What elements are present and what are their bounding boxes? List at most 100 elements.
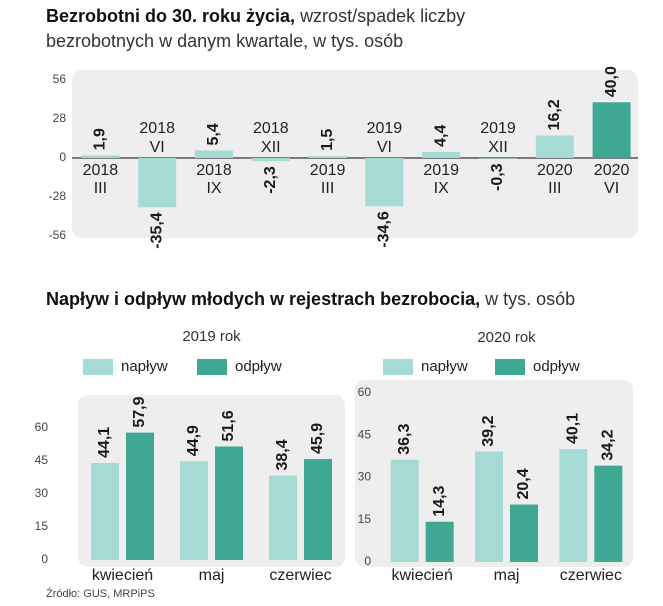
x-tick-label: XII [261,139,281,156]
x-tick-label: czerwiec [560,567,622,584]
y-tick-label: -28 [49,189,67,203]
y-tick-label: 0 [59,150,66,164]
x-tick-label: IX [434,180,449,197]
bar [91,462,119,560]
y-tick-label: 60 [358,385,372,399]
bar [365,158,404,207]
bar [510,504,538,562]
bar [559,449,588,562]
x-tick-label: III [94,180,107,197]
value-label: 57,9 [131,396,148,427]
value-label: 14,3 [431,485,448,516]
value-label: 40,1 [565,413,582,444]
bar [251,158,290,162]
x-tick-label: VI [150,139,165,156]
bar [592,102,631,158]
value-label: 44,1 [96,427,113,458]
bar [138,158,177,208]
x-tick-label: 2018 [196,162,232,179]
x-tick-label: 2019 [310,162,346,179]
section-title-bold: Napływ i odpływ młodych w rejestrach bez… [46,289,481,309]
y-tick-label: 15 [35,519,49,533]
bar [594,465,623,562]
value-label: 36,3 [396,424,413,455]
y-tick-label: 45 [358,427,372,441]
y-tick-label: 56 [53,72,67,86]
value-label: 1,9 [92,128,109,150]
chart-subtitle: 2019 rok [182,328,241,345]
y-tick-label: 0 [364,554,371,568]
x-tick-label: 2020 [537,162,573,179]
y-tick-label: -56 [49,228,67,242]
chart-title: Bezrobotni do 30. roku życia, wzrost/spa… [46,4,546,54]
legend-swatch [197,359,227,375]
x-tick-label: XII [488,139,508,156]
value-label: -0,3 [489,163,506,191]
value-label: 16,2 [546,99,563,130]
x-tick-label: VI [377,139,392,156]
x-tick-label: 2019 [480,120,516,137]
value-label: 45,9 [309,423,326,454]
value-label: -2,3 [262,166,279,194]
y-tick-label: 0 [41,552,48,566]
bar [126,432,154,560]
value-label: 51,6 [220,410,237,441]
value-label: 44,9 [185,425,202,456]
x-tick-label: 2020 [594,162,630,179]
bar [215,446,243,560]
bar [180,461,208,560]
x-tick-label: 2018 [253,120,289,137]
legend-label: odpływ [235,358,282,375]
value-label: -35,4 [148,212,165,249]
y-tick-label: 30 [35,486,49,500]
value-label: 34,2 [600,429,617,460]
x-tick-label: maj [494,567,520,584]
x-tick-label: czerwiec [269,567,331,584]
x-tick-label: kwiecień [92,567,153,584]
chart-subtitle: 2020 rok [477,329,536,346]
value-label: -34,6 [376,211,393,248]
bar [269,475,297,560]
title-rest: wzrost/spadek liczby bezrobotnych w dany… [46,6,466,51]
x-tick-label: 2018 [83,162,119,179]
x-tick-label: III [321,180,334,197]
legend-label: napływ [421,358,468,375]
legend-swatch [495,359,525,375]
y-tick-label: 45 [35,453,49,467]
bar [81,155,120,158]
title-bold: Bezrobotni do 30. roku życia, [46,6,296,26]
bar [425,521,454,562]
source: Źródło: GUS, MRPiPS [46,587,155,600]
value-label: 20,4 [515,468,532,499]
legend-swatch [383,359,413,375]
legend-swatch [83,359,113,375]
value-label: 38,4 [274,439,291,470]
x-tick-label: 2019 [423,162,459,179]
bar [195,150,233,158]
x-tick-label: kwiecień [391,567,452,584]
section-title-rest: w tys. osób [485,289,576,309]
x-tick-label: III [548,180,561,197]
bar [422,151,461,158]
bar [308,155,347,158]
value-label: 40,0 [603,66,620,97]
bar [535,135,574,158]
value-label: 1,5 [319,129,336,151]
legend-label: odpływ [533,358,580,375]
legend-label: napływ [121,358,168,375]
section-title: Napływ i odpływ młodych w rejestrach bez… [46,287,663,312]
x-tick-label: VI [604,180,619,197]
y-tick-label: 28 [53,111,67,125]
x-tick-label: IX [206,180,221,197]
value-label: 5,4 [205,123,222,145]
x-tick-label: 2019 [367,120,403,137]
x-tick-label: 2018 [139,120,175,137]
bar [304,459,332,560]
bar [390,459,419,562]
x-tick-label: maj [199,567,225,584]
y-tick-label: 60 [35,420,49,434]
y-tick-label: 30 [358,470,372,484]
value-label: 39,2 [480,415,497,446]
